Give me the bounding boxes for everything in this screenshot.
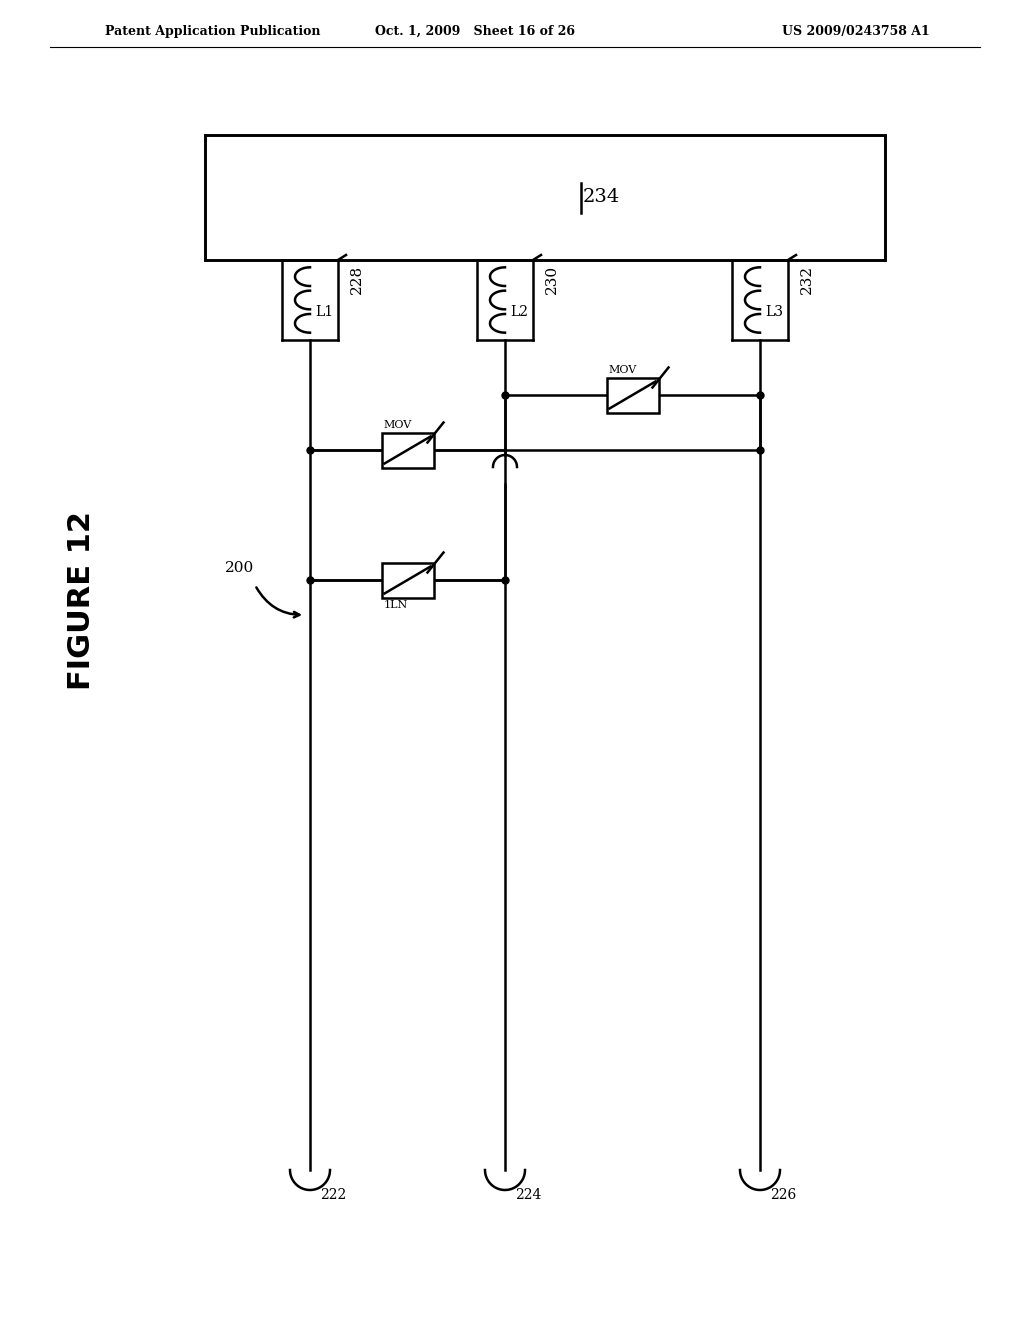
Bar xyxy=(382,562,433,598)
Text: US 2009/0243758 A1: US 2009/0243758 A1 xyxy=(782,25,930,38)
Text: 234: 234 xyxy=(583,189,621,206)
Text: 1NG: 1NG xyxy=(608,378,634,388)
Text: MOV: MOV xyxy=(384,587,412,597)
Text: Patent Application Publication: Patent Application Publication xyxy=(105,25,321,38)
Text: 228: 228 xyxy=(350,265,364,294)
Bar xyxy=(382,433,433,467)
Text: MOV: MOV xyxy=(608,366,637,375)
Text: 1LG: 1LG xyxy=(384,433,407,444)
Text: L3: L3 xyxy=(765,305,783,319)
Text: 222: 222 xyxy=(319,1188,346,1203)
Text: 230: 230 xyxy=(545,265,559,294)
Text: 1LN: 1LN xyxy=(384,601,408,610)
Text: 224: 224 xyxy=(515,1188,542,1203)
Text: FIGURE 12: FIGURE 12 xyxy=(68,511,96,689)
Text: 232: 232 xyxy=(800,265,814,294)
Bar xyxy=(606,378,658,413)
Text: L2: L2 xyxy=(510,305,528,319)
Text: 200: 200 xyxy=(225,561,254,576)
Text: Oct. 1, 2009   Sheet 16 of 26: Oct. 1, 2009 Sheet 16 of 26 xyxy=(375,25,575,38)
Text: L1: L1 xyxy=(315,305,333,319)
Bar xyxy=(205,135,885,260)
Text: MOV: MOV xyxy=(384,420,412,430)
Text: 226: 226 xyxy=(770,1188,797,1203)
